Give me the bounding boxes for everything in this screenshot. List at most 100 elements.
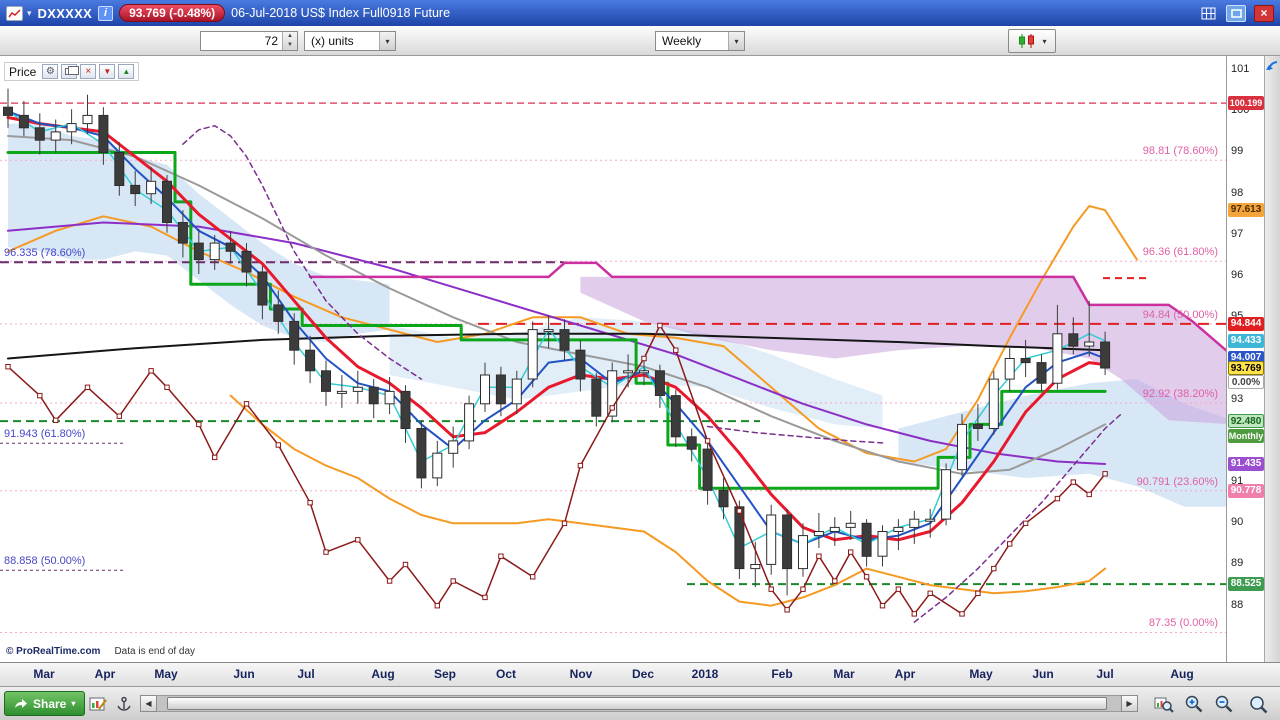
candle-33 [528, 321, 537, 387]
timeframe-select[interactable]: Weekly ▾ [655, 31, 745, 51]
x-axis-label-May: May [959, 667, 1003, 681]
units-type-caret-icon[interactable]: ▾ [379, 32, 395, 50]
price-badge-0.00%[interactable]: 0.00% [1228, 375, 1264, 389]
candle-44 [703, 443, 712, 505]
price-badge-90.778[interactable]: 90.778 [1228, 484, 1264, 498]
candle-37 [592, 373, 601, 427]
candle-54 [862, 519, 871, 566]
y-axis-tick-98: 98 [1231, 187, 1243, 199]
collapse-panel-icon[interactable] [1266, 60, 1279, 73]
x-axis-label-Jun: Jun [1021, 667, 1065, 681]
anchor-icon[interactable] [112, 692, 136, 716]
chart-style-button[interactable]: ▾ [1008, 29, 1056, 53]
candle-52 [830, 517, 839, 546]
candle-20 [322, 361, 331, 406]
price-badge-92.480[interactable]: 92.480 [1228, 414, 1264, 428]
zoom-out-icon[interactable] [1212, 692, 1236, 716]
spinner-up-icon[interactable]: ▲ [283, 32, 297, 41]
price-panel-header: Price ⚙ × ▼ ▲ [4, 62, 139, 81]
y-axis-tick-89: 89 [1231, 557, 1243, 569]
x-axis-label-Apr: Apr [883, 667, 927, 681]
instrument-symbol[interactable]: DXXXXX [38, 6, 93, 21]
zigzag-indicator-marker [6, 365, 10, 369]
candle-48 [767, 505, 776, 575]
units-count-spinner[interactable]: ▲▼ [282, 32, 297, 50]
y-axis-tick-90: 90 [1231, 516, 1243, 528]
candle-0 [4, 89, 13, 128]
units-type-select[interactable]: (x) units ▾ [304, 31, 396, 51]
restore-window-icon[interactable] [1226, 5, 1246, 22]
time-axis[interactable]: MarAprMayJunJulAugSepOctNovDec2018FebMar… [0, 662, 1280, 686]
chart-window-icon [6, 6, 23, 21]
zigzag-indicator-marker [1087, 492, 1091, 496]
zigzag-indicator-marker [356, 538, 360, 542]
edit-chart-icon[interactable] [86, 692, 110, 716]
share-button[interactable]: Share ▾ [4, 691, 85, 716]
zoom-selection-icon[interactable] [1246, 692, 1270, 716]
price-chart-canvas[interactable] [0, 56, 1226, 662]
y-axis-tick-99: 99 [1231, 145, 1243, 157]
duplicate-panel-icon[interactable] [61, 64, 77, 79]
candle-51 [814, 513, 823, 548]
close-panel-icon[interactable]: × [80, 64, 96, 79]
candle-26 [417, 420, 426, 488]
scrollbar-track[interactable] [157, 695, 1121, 712]
candle-57 [910, 511, 919, 544]
candle-23 [369, 379, 378, 418]
spinner-down-icon[interactable]: ▼ [283, 41, 297, 50]
bottom-toolbar: Share ▾ ◀ ▶ [0, 686, 1280, 720]
candle-49 [783, 509, 792, 596]
zigzag-indicator-marker [864, 575, 868, 579]
data-note: Data is end of day [114, 646, 195, 657]
zigzag-indicator-marker [54, 418, 58, 422]
timeframe-caret-icon[interactable]: ▾ [728, 32, 744, 50]
instrument-menu-caret[interactable]: ▾ [27, 8, 32, 19]
x-axis-label-Aug: Aug [361, 667, 405, 681]
price-badge-100.199[interactable]: 100.199 [1228, 96, 1264, 110]
candle-42 [671, 389, 680, 447]
zigzag-indicator-marker [578, 463, 582, 467]
share-caret-icon[interactable]: ▾ [71, 699, 75, 708]
units-type-value: (x) units [305, 34, 379, 48]
zigzag-indicator-marker [674, 348, 678, 352]
x-axis-label-Jul: Jul [284, 667, 328, 681]
move-panel-down-icon[interactable]: ▼ [99, 64, 115, 79]
scroll-left-button[interactable]: ◀ [140, 695, 157, 712]
scrollbar-thumb[interactable] [167, 697, 1107, 710]
zigzag-indicator-marker [149, 369, 153, 373]
zoom-in-icon[interactable] [1182, 692, 1206, 716]
price-badge-91.435[interactable]: 91.435 [1228, 457, 1264, 471]
price-badge-94.433[interactable]: 94.433 [1228, 334, 1264, 348]
scroll-right-button[interactable]: ▶ [1121, 695, 1138, 712]
zigzag-indicator-marker [85, 385, 89, 389]
zigzag-indicator-marker [197, 422, 201, 426]
price-badge-97.613[interactable]: 97.613 [1228, 203, 1264, 217]
units-count-input[interactable]: 72 ▲▼ [200, 31, 298, 51]
x-axis-label-Oct: Oct [484, 667, 528, 681]
x-axis-label-Dec: Dec [621, 667, 665, 681]
zoom-chart-icon[interactable] [1152, 692, 1176, 716]
price-panel-title: Price [9, 65, 36, 79]
price-badge-93.769[interactable]: 93.769 [1228, 361, 1264, 375]
price-badge-Monthly[interactable]: Monthly [1228, 429, 1264, 443]
move-panel-up-icon[interactable]: ▲ [118, 64, 134, 79]
price-badge-94.844[interactable]: 94.844 [1228, 317, 1264, 331]
zigzag-indicator-marker [451, 579, 455, 583]
candle-27 [433, 441, 442, 486]
price-settings-icon[interactable]: ⚙ [42, 64, 58, 79]
chart-style-caret-icon[interactable]: ▾ [1042, 37, 1046, 46]
price-badge-88.525[interactable]: 88.525 [1228, 577, 1264, 591]
layout-grid-icon[interactable] [1198, 5, 1218, 22]
candle-18 [290, 313, 299, 365]
prorealtime-window: ▾ DXXXXX i 93.769 (-0.48%) 06-Jul-2018 U… [0, 0, 1280, 720]
info-icon[interactable]: i [98, 6, 113, 21]
zigzag-indicator-marker [213, 455, 217, 459]
x-axis-label-Aug: Aug [1160, 667, 1204, 681]
close-window-icon[interactable]: × [1254, 5, 1274, 22]
candle-62 [989, 371, 998, 435]
price-axis[interactable]: 101100999897969594939291908988100.19997.… [1226, 56, 1264, 662]
horizontal-scrollbar[interactable]: ◀ ▶ [140, 695, 1138, 712]
zigzag-indicator-marker [817, 554, 821, 558]
candle-55 [878, 525, 887, 566]
zigzag-indicator-marker [912, 612, 916, 616]
